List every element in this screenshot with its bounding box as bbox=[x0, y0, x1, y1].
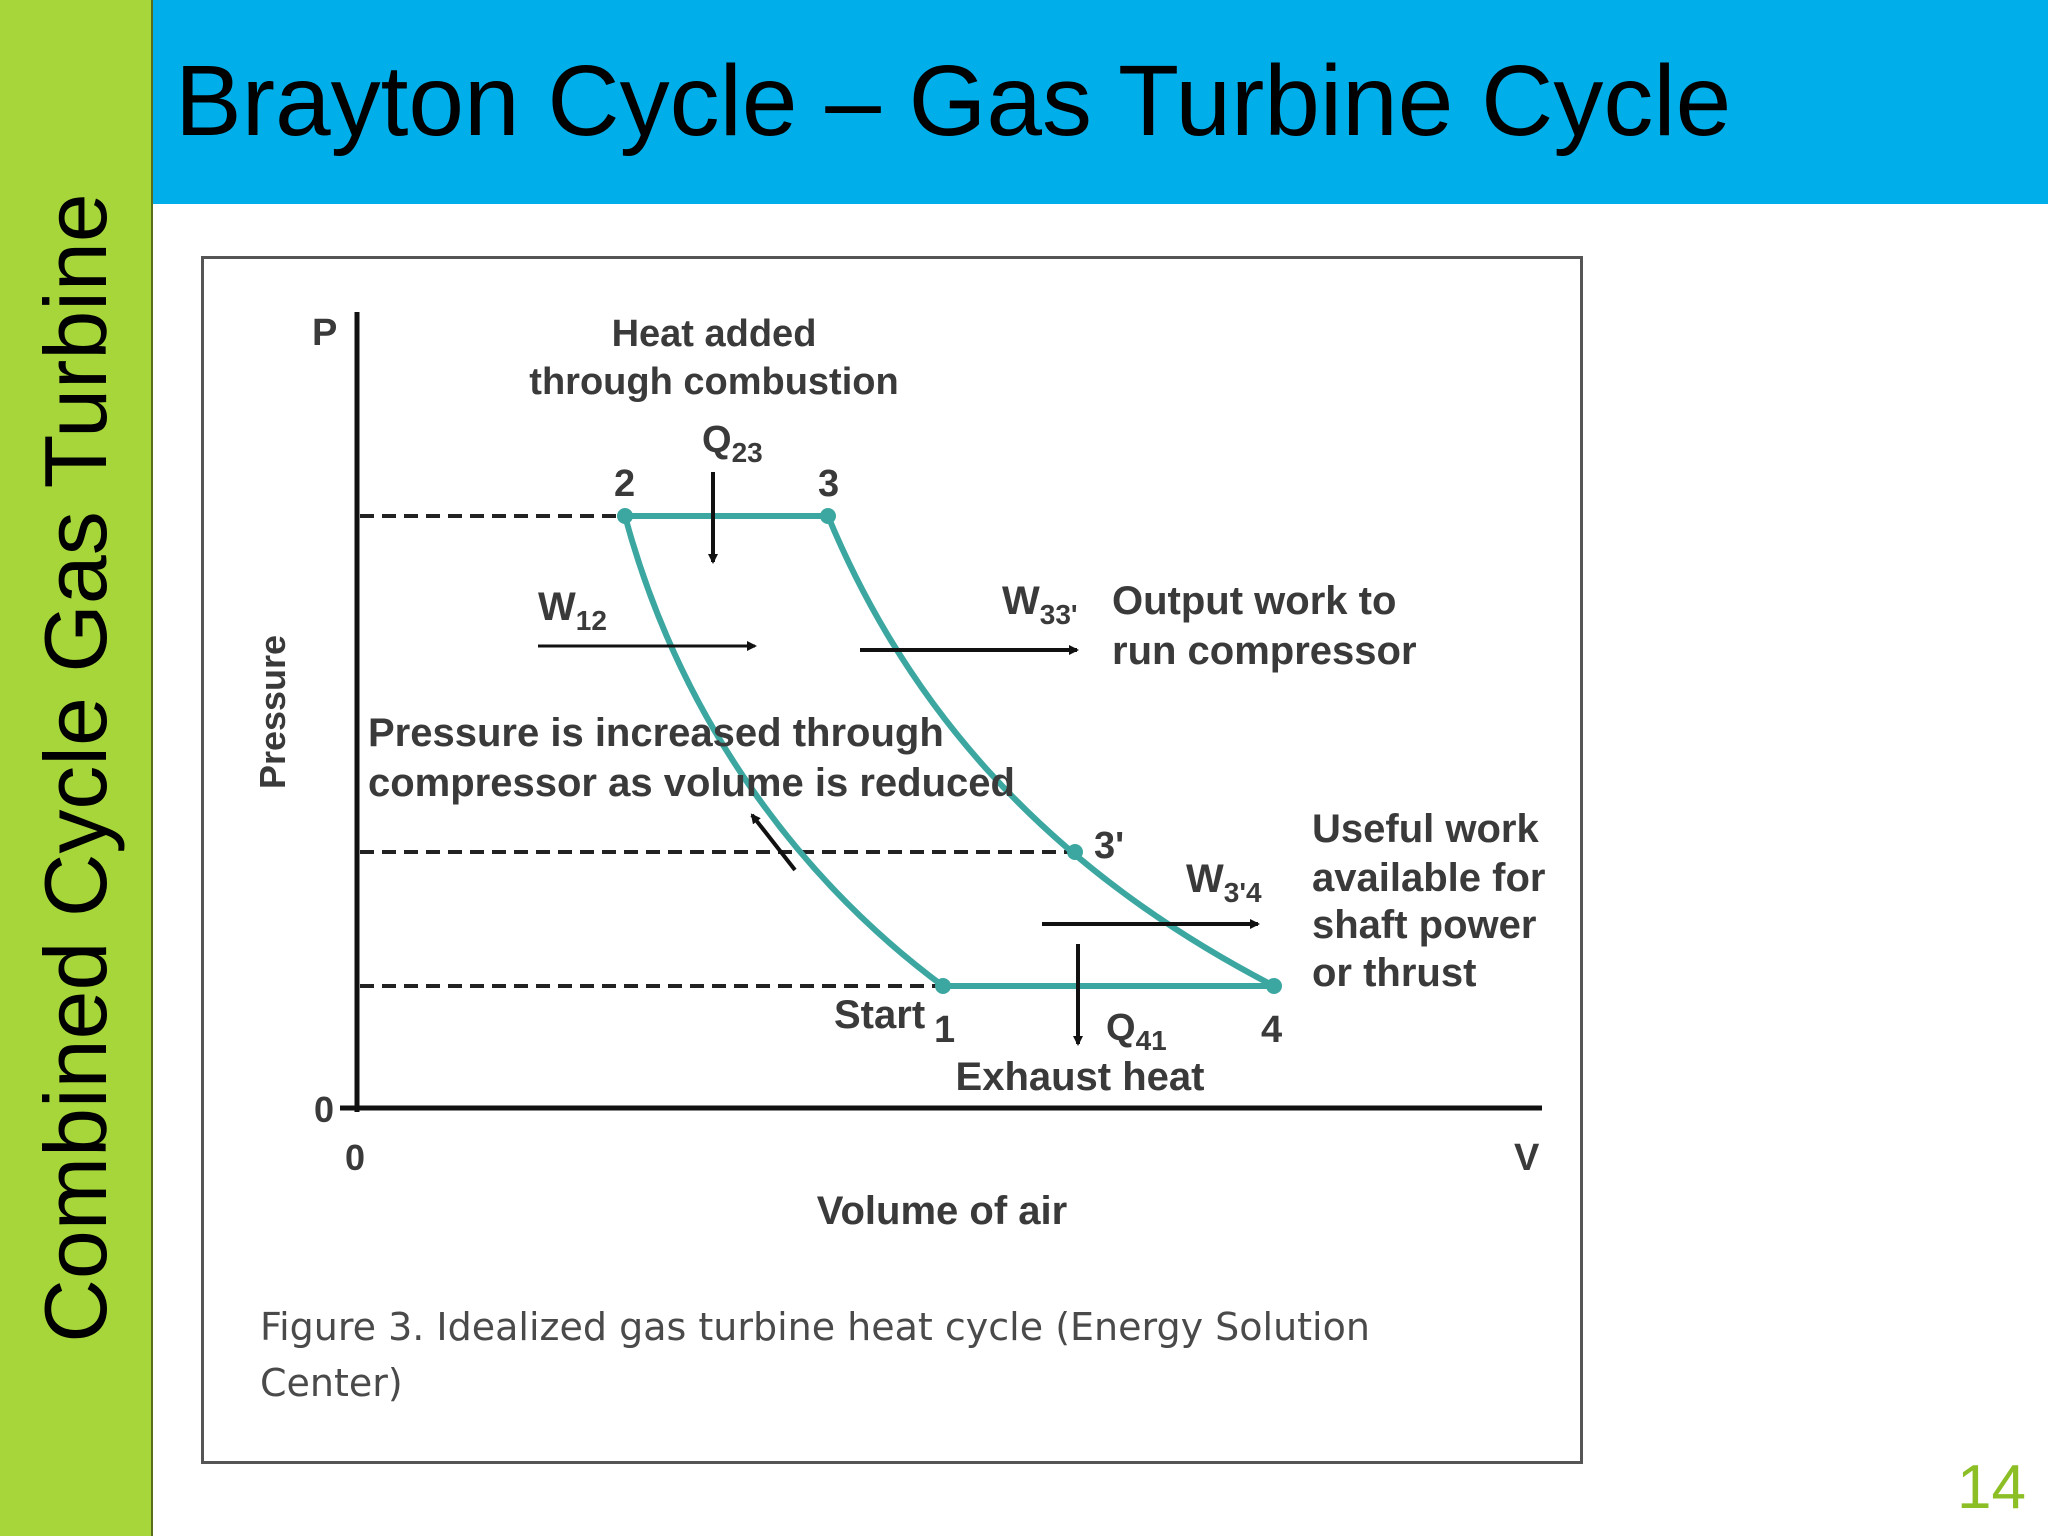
origin-y-label: 0 bbox=[314, 1089, 334, 1130]
compressor-arrow bbox=[750, 813, 797, 872]
exhaust-heat-label: Exhaust heat bbox=[956, 1055, 1205, 1099]
title-bar bbox=[153, 0, 2048, 204]
point-3-label: 3 bbox=[818, 463, 839, 505]
point-3prime-marker bbox=[1067, 844, 1083, 860]
start-label: Start bbox=[834, 993, 925, 1037]
w33-main: W bbox=[1002, 579, 1040, 623]
q41-main: Q bbox=[1106, 1007, 1136, 1049]
compressor-note-line-1: Pressure is increased through bbox=[368, 711, 944, 755]
axis-y-letter: P bbox=[312, 312, 337, 354]
useful-work-line-3: shaft power bbox=[1312, 903, 1536, 947]
caption-line-1: Figure 3. Idealized gas turbine heat cyc… bbox=[260, 1305, 1370, 1349]
w34-label: W3'4 bbox=[1186, 857, 1262, 908]
q41-label: Q41 bbox=[1106, 1007, 1167, 1056]
point-1-marker bbox=[935, 978, 951, 994]
q23-label: Q23 bbox=[702, 419, 763, 468]
slide-title: Brayton Cycle – Gas Turbine Cycle bbox=[175, 45, 1732, 157]
w33-label: W33' bbox=[1002, 579, 1078, 630]
point-3prime-label: 3' bbox=[1094, 825, 1124, 867]
output-work-line-1: Output work to bbox=[1112, 579, 1396, 623]
caption-line-2: Center) bbox=[260, 1361, 403, 1405]
point-3-marker bbox=[820, 508, 836, 524]
w34-main: W bbox=[1186, 857, 1224, 901]
w12-label: W12 bbox=[538, 585, 607, 636]
output-work-line-2: run compressor bbox=[1112, 629, 1417, 673]
point-1-label: 1 bbox=[934, 1009, 955, 1051]
q23-main: Q bbox=[702, 419, 732, 461]
useful-work-line-1: Useful work bbox=[1312, 807, 1539, 851]
side-bar: Combined Cycle Gas Turbine bbox=[0, 0, 153, 1536]
axis-x-label: Volume of air bbox=[817, 1189, 1067, 1233]
w33-sub: 33' bbox=[1040, 599, 1078, 630]
point-4-label: 4 bbox=[1261, 1009, 1282, 1051]
q41-sub: 41 bbox=[1136, 1025, 1167, 1056]
point-2-marker bbox=[617, 508, 633, 524]
point-2-label: 2 bbox=[614, 463, 635, 505]
compressor-note-line-2: compressor as volume is reduced bbox=[368, 761, 1015, 805]
useful-work-line-4: or thrust bbox=[1312, 951, 1476, 995]
page-number: 14 bbox=[1957, 1453, 2026, 1522]
axis-x-letter: V bbox=[1514, 1137, 1540, 1179]
useful-work-line-2: available for bbox=[1312, 856, 1545, 900]
point-4-marker bbox=[1266, 978, 1282, 994]
heat-added-line-1: Heat added bbox=[612, 313, 817, 355]
q23-sub: 23 bbox=[732, 437, 763, 468]
w12-main: W bbox=[538, 585, 576, 629]
origin-x-label: 0 bbox=[345, 1137, 365, 1178]
axis-y-label: Pressure bbox=[252, 635, 293, 789]
heat-added-line-2: through combustion bbox=[529, 361, 898, 403]
figure-frame bbox=[201, 256, 1583, 1464]
w34-sub: 3'4 bbox=[1224, 877, 1262, 908]
w12-sub: 12 bbox=[576, 605, 607, 636]
